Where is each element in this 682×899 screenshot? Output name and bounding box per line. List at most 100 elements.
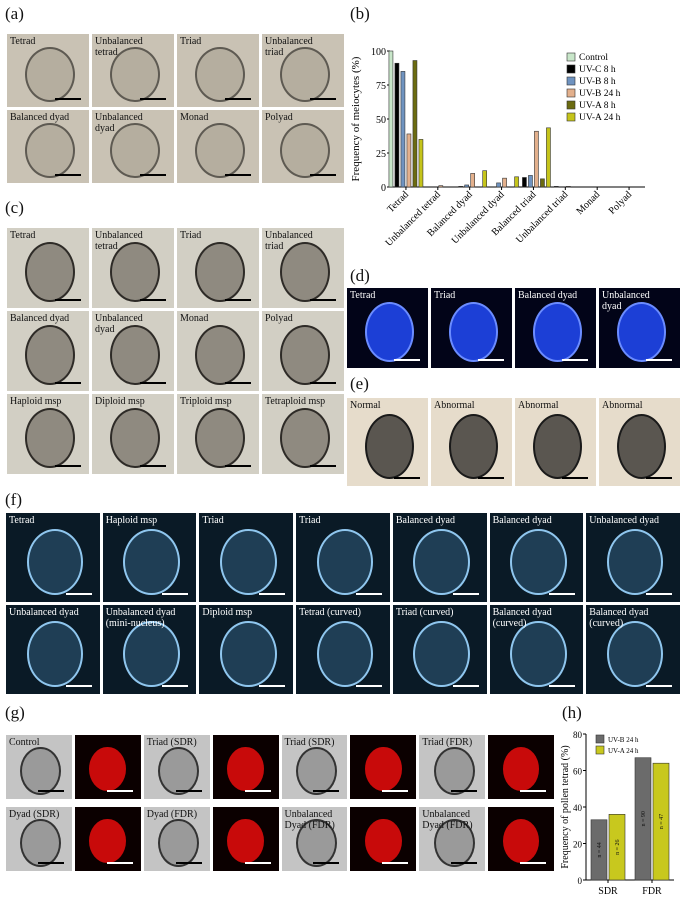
legend-label: UV-B 24 h bbox=[579, 89, 621, 99]
bar bbox=[458, 186, 463, 188]
micrograph-label: Unbalanced dyad bbox=[95, 112, 143, 134]
legend-swatch bbox=[566, 52, 576, 62]
micrograph-label: Balanced dyad bbox=[492, 515, 552, 526]
micrograph: Abnormal bbox=[431, 398, 512, 486]
micrograph: Tetraploid msp bbox=[262, 394, 344, 474]
panel-label-a: (a) bbox=[5, 4, 24, 23]
micrograph: Unbalanced triad bbox=[262, 228, 344, 308]
micrograph: Unbalanced Dyad (FDR) bbox=[281, 807, 348, 871]
bar bbox=[534, 130, 539, 188]
legend-label: UV-C 8 h bbox=[579, 65, 616, 75]
scale-bar bbox=[452, 685, 479, 687]
micrograph-label: Control bbox=[9, 737, 40, 748]
x-tick-label: Tetrad bbox=[385, 189, 411, 215]
cell-image bbox=[364, 413, 415, 480]
cell-image bbox=[25, 242, 75, 303]
micrograph: Tetrad bbox=[7, 34, 89, 107]
cell-image bbox=[606, 621, 664, 688]
cell-image bbox=[448, 413, 499, 480]
cell-image bbox=[532, 413, 583, 480]
cell-image bbox=[364, 818, 402, 864]
cell-image bbox=[532, 302, 583, 363]
cell-image bbox=[510, 621, 567, 688]
micrograph: Abnormal bbox=[515, 398, 596, 486]
micrograph: Diploid msp bbox=[199, 605, 294, 694]
cell-image bbox=[433, 746, 475, 796]
cell-image bbox=[220, 529, 277, 596]
scale-bar bbox=[382, 862, 409, 864]
micrograph: Unbalanced dyad bbox=[92, 311, 174, 391]
micrograph bbox=[488, 735, 554, 799]
micrograph: Unbalanced dyad bbox=[599, 288, 680, 368]
scale-bar bbox=[55, 98, 81, 100]
cell-image bbox=[123, 529, 180, 596]
micrograph: Diploid msp bbox=[92, 394, 174, 474]
micrograph bbox=[350, 735, 417, 799]
scale-bar bbox=[310, 299, 336, 301]
scale-bar bbox=[225, 98, 251, 100]
y-tick-label: 50 bbox=[376, 115, 386, 126]
micrograph: Unbalanced tetrad bbox=[92, 228, 174, 308]
micrograph-label: Tetrad bbox=[350, 290, 376, 301]
scale-bar bbox=[244, 862, 271, 864]
cell-image bbox=[227, 818, 264, 864]
x-tick-label: Unbalanced tetrad bbox=[384, 189, 443, 248]
scale-bar bbox=[452, 593, 479, 595]
bar-n-label: n = 26 bbox=[615, 839, 621, 854]
cell-image bbox=[448, 302, 499, 363]
scale-bar bbox=[55, 174, 81, 176]
micrograph: Haploid msp bbox=[102, 513, 197, 602]
micrograph-label: Triad bbox=[434, 290, 456, 301]
cell-image bbox=[606, 529, 664, 596]
cell-image bbox=[110, 47, 160, 103]
legend-label: UV-A 24 h bbox=[608, 747, 639, 755]
cell-image bbox=[502, 818, 540, 864]
micrograph: Triad (FDR) bbox=[419, 735, 486, 799]
micrograph-label: Polyad bbox=[265, 313, 293, 324]
panel-label-c: (c) bbox=[5, 198, 24, 217]
cell-image bbox=[280, 47, 330, 103]
micrograph: Abnormal bbox=[599, 398, 680, 486]
micrograph-label: Unbalanced Dyad (FDR) bbox=[422, 809, 473, 831]
micrograph-label: Triad bbox=[299, 515, 321, 526]
bar-n-label: n = 90 bbox=[641, 811, 647, 826]
micrograph: Triad bbox=[199, 513, 294, 602]
scale-bar bbox=[175, 862, 202, 864]
panel-label-d: (d) bbox=[350, 266, 370, 285]
cell-image bbox=[316, 621, 374, 688]
scale-bar bbox=[140, 174, 166, 176]
scale-bar bbox=[562, 477, 588, 479]
scale-bar bbox=[225, 299, 251, 301]
scale-bar bbox=[646, 359, 672, 361]
scale-bar bbox=[310, 382, 336, 384]
y-tick-label: 20 bbox=[573, 840, 583, 850]
micrograph-label: Unbalanced dyad (mini-nucleus) bbox=[105, 607, 176, 629]
y-tick-label: 75 bbox=[376, 81, 386, 92]
y-tick-label: 40 bbox=[573, 803, 583, 813]
micrograph-label: Abnormal bbox=[518, 400, 559, 411]
micrograph-label: Balanced dyad (curved) bbox=[492, 607, 552, 629]
micrograph-label: Unbalanced Dyad (FDR) bbox=[284, 809, 335, 831]
micrograph-label: Triad bbox=[202, 515, 224, 526]
micrograph bbox=[350, 807, 417, 871]
micrograph: Balanced dyad (curved) bbox=[586, 605, 680, 694]
legend-label: UV-B 24 h bbox=[608, 736, 639, 744]
micrograph: Triad (SDR) bbox=[281, 735, 348, 799]
micrograph: Triad bbox=[431, 288, 512, 368]
micrograph-label: Triad bbox=[180, 36, 202, 47]
bar bbox=[496, 182, 501, 188]
cell-image bbox=[20, 818, 62, 868]
micrograph: Balanced dyad bbox=[515, 288, 596, 368]
cell-image bbox=[280, 325, 330, 386]
scale-bar bbox=[394, 359, 420, 361]
bar bbox=[502, 177, 507, 188]
micrograph: Unbalanced dyad bbox=[92, 110, 174, 183]
cell-image bbox=[295, 746, 337, 796]
scale-bar bbox=[478, 477, 504, 479]
cell-image bbox=[364, 302, 415, 363]
scale-bar bbox=[55, 465, 81, 467]
legend-swatch bbox=[566, 88, 576, 98]
cell-image bbox=[110, 242, 160, 303]
cell-image bbox=[364, 746, 402, 792]
panel-g-micrographs: Control Triad (SDR) Triad (SDR) Triad (FDR)… bbox=[6, 735, 554, 871]
